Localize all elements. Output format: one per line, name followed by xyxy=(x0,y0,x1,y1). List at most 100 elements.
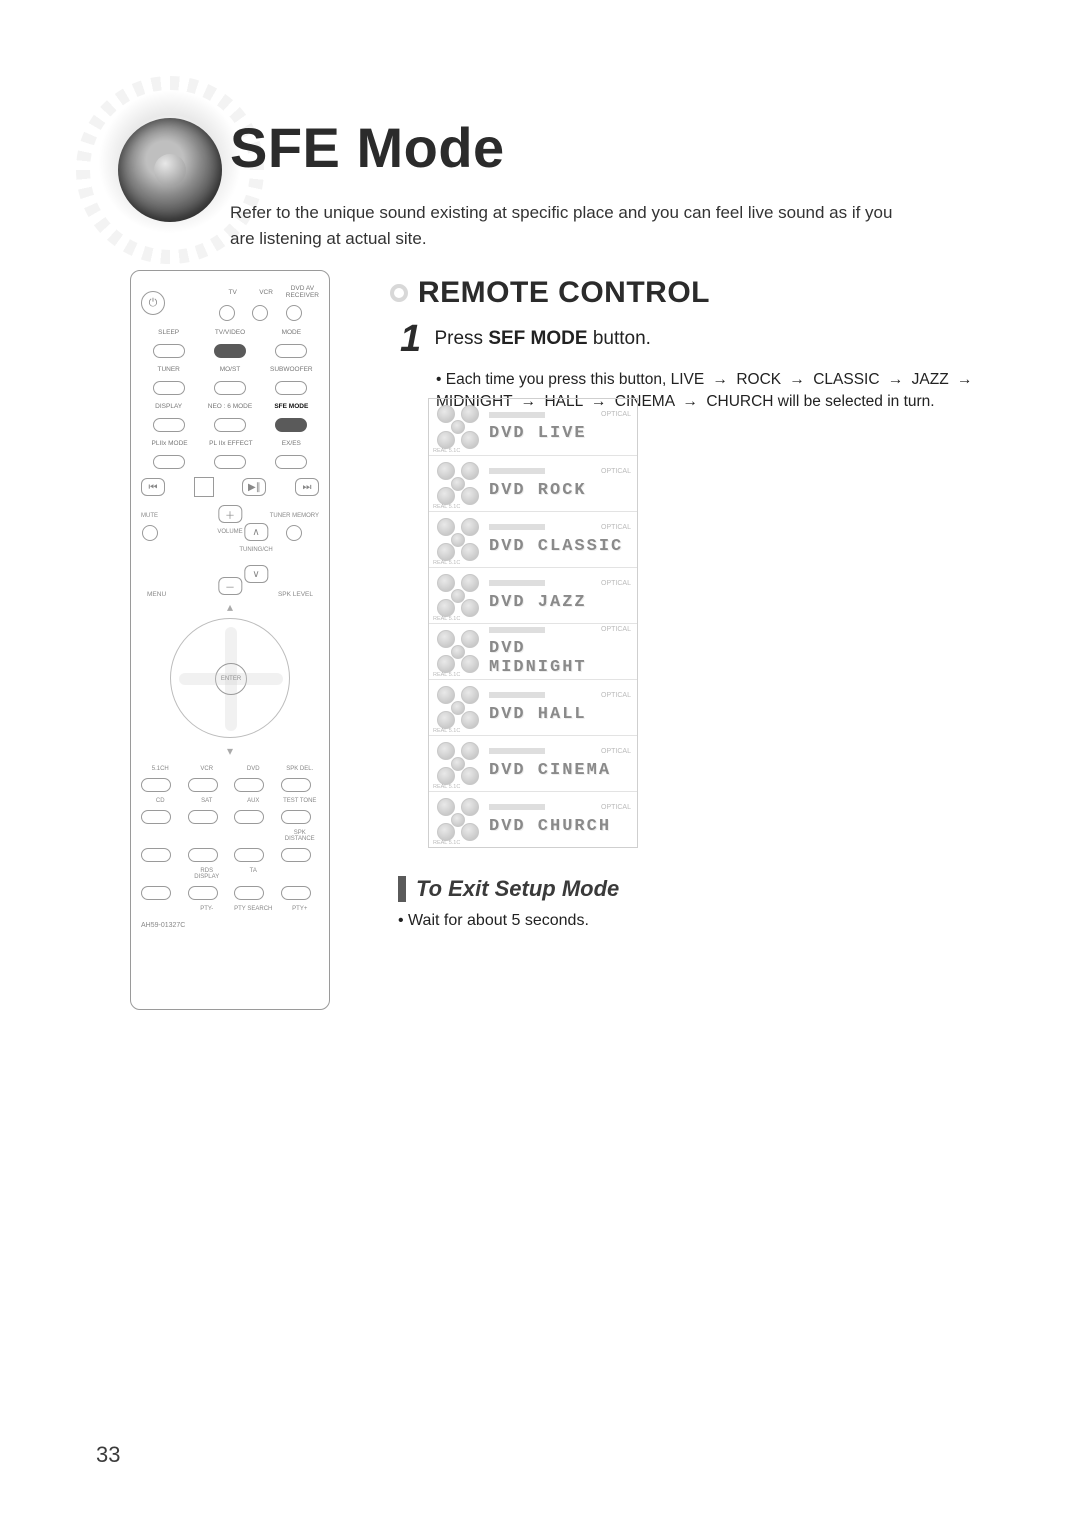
numpad-button xyxy=(188,778,218,792)
remote-label xyxy=(141,906,180,912)
remote-label xyxy=(281,868,320,880)
remote-pill-button xyxy=(214,455,246,469)
numpad-button xyxy=(234,810,264,824)
vol-down-icon: － xyxy=(218,577,242,595)
lcd-row: REAL 5.1COPTICALDVD ROCK xyxy=(429,455,637,511)
numpad-button xyxy=(188,848,218,862)
remote-label xyxy=(141,868,180,880)
lcd-indicator-bar xyxy=(489,748,545,754)
step-text-bold: SEF MODE xyxy=(488,328,587,349)
lcd-indicator-bar xyxy=(489,580,545,586)
remote-pill-button xyxy=(153,455,185,469)
remote-label: VOLUME xyxy=(217,529,242,535)
lcd-row: REAL 5.1COPTICALDVD CINEMA xyxy=(429,735,637,791)
section-heading-text: REMOTE CONTROL xyxy=(418,276,710,310)
power-icon: ⏻ xyxy=(141,291,165,315)
optical-label: OPTICAL xyxy=(601,580,631,587)
numpad-button xyxy=(281,810,311,824)
remote-pill-button xyxy=(153,344,185,358)
remote-label: DVD xyxy=(234,766,273,772)
play-pause-icon: ▶∥ xyxy=(242,478,266,496)
speaker-graphic xyxy=(90,90,250,250)
remote-label: PTY+ xyxy=(281,906,320,912)
numpad-button xyxy=(141,848,171,862)
remote-pill-button xyxy=(275,344,307,358)
lcd-text: DVD HALL xyxy=(489,705,631,724)
speaker-layout-icon: REAL 5.1C xyxy=(429,736,487,791)
speaker-layout-icon: REAL 5.1C xyxy=(429,680,487,735)
remote-label: MO/ST xyxy=(202,366,257,373)
remote-label: SLEEP xyxy=(141,329,196,336)
lcd-text: DVD CHURCH xyxy=(489,817,631,836)
remote-label: CD xyxy=(141,798,180,804)
step-number: 1 xyxy=(400,318,430,361)
lcd-text: DVD MIDNIGHT xyxy=(489,639,631,677)
ch-down-icon: ∨ xyxy=(244,565,268,583)
remote-label: SPK DISTANCE xyxy=(281,830,320,842)
remote-label: TA xyxy=(234,868,273,880)
page-title: SFE Mode xyxy=(230,115,505,180)
manual-page: SFE Mode Refer to the unique sound exist… xyxy=(0,0,1080,1528)
numpad-button xyxy=(234,886,264,900)
remote-label xyxy=(188,830,227,842)
step-text-pre: Press xyxy=(434,328,488,349)
remote-label: 5.1CH xyxy=(141,766,180,772)
remote-label: MENU xyxy=(147,591,166,598)
speaker-layout-icon: REAL 5.1C xyxy=(429,792,487,847)
mute-button xyxy=(142,525,158,541)
lcd-row: REAL 5.1COPTICALDVD LIVE xyxy=(429,399,637,455)
enter-button: ENTER xyxy=(215,663,247,695)
remote-label: MODE xyxy=(264,329,319,336)
lcd-indicator-bar xyxy=(489,412,545,418)
remote-control-illustration: ⏻ TV VCR DVD AV RECEIVER SLEEPTV/VIDEOMO… xyxy=(130,270,330,1010)
lcd-indicator-bar xyxy=(489,627,545,633)
numpad-button xyxy=(188,810,218,824)
lcd-row: REAL 5.1C OPTICAL DVD CHURCH xyxy=(429,791,637,847)
lcd-indicator-bar xyxy=(489,692,545,698)
lcd-text: DVD JAZZ xyxy=(489,593,631,612)
lcd-indicator-bar xyxy=(489,468,545,474)
remote-label xyxy=(141,830,180,842)
speaker-layout-icon: REAL 5.1C xyxy=(429,624,487,679)
remote-label: SAT xyxy=(188,798,227,804)
remote-label: DVD AV RECEIVER xyxy=(286,285,319,299)
step-text-post: button. xyxy=(588,328,651,349)
remote-label: TV xyxy=(219,289,246,296)
speaker-layout-icon: REAL 5.1C xyxy=(429,568,487,623)
optical-label: OPTICAL xyxy=(601,411,631,418)
exit-setup-block: To Exit Setup Mode • Wait for about 5 se… xyxy=(398,876,619,930)
optical-label: OPTICAL xyxy=(601,804,631,811)
remote-label: RDS DISPLAY xyxy=(188,868,227,880)
numpad-button xyxy=(234,848,264,862)
speaker-layout-icon: REAL 5.1C xyxy=(429,512,487,567)
optical-label: OPTICAL xyxy=(601,468,631,475)
remote-label: PTY SEARCH xyxy=(234,906,273,912)
numpad-button xyxy=(141,886,171,900)
remote-pill-button xyxy=(214,418,246,432)
remote-label: MUTE xyxy=(141,513,158,519)
remote-label: TUNING/CH xyxy=(239,547,272,553)
remote-pill-button xyxy=(275,418,307,432)
remote-label: SUBWOOFER xyxy=(264,366,319,373)
remote-label: TV/VIDEO xyxy=(202,329,257,336)
numpad-button xyxy=(281,848,311,862)
exit-setup-title: To Exit Setup Mode xyxy=(398,876,619,902)
remote-label: PLIIx MODE xyxy=(141,440,196,447)
ch-up-icon: ∧ xyxy=(244,523,268,541)
page-number: 33 xyxy=(96,1442,120,1468)
numpad-button xyxy=(141,810,171,824)
lcd-indicator-bar xyxy=(489,524,545,530)
mode-led xyxy=(252,305,268,321)
lcd-text: DVD CINEMA xyxy=(489,761,631,780)
exit-setup-note: • Wait for about 5 seconds. xyxy=(398,912,619,930)
ring-icon xyxy=(390,284,408,302)
lcd-indicator-bar xyxy=(489,804,545,810)
prev-icon: ⏮ xyxy=(141,478,165,496)
remote-label: TUNER MEMORY xyxy=(270,513,319,519)
remote-pill-button xyxy=(275,455,307,469)
remote-model: AH59-01327C xyxy=(141,922,319,929)
remote-pill-button xyxy=(214,344,246,358)
vol-up-icon: ＋ xyxy=(218,505,242,523)
remote-label: EX/ES xyxy=(264,440,319,447)
lcd-display-list: REAL 5.1COPTICALDVD LIVEREAL 5.1COPTICAL… xyxy=(428,398,638,848)
